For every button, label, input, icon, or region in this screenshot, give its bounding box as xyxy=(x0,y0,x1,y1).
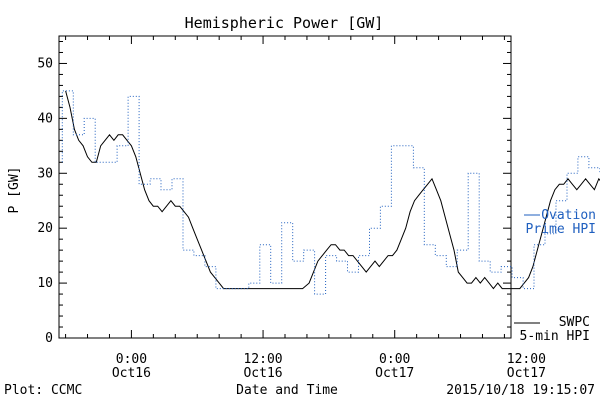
x-tick-day-label: Oct17 xyxy=(507,366,546,381)
series-ovation-line xyxy=(61,90,600,295)
y-tick-label: 30 xyxy=(37,166,53,181)
plot-credit: Plot: CCMC xyxy=(4,383,82,398)
y-tick-label: 0 xyxy=(45,331,53,346)
legend-swpc-label-1: SWPC xyxy=(559,315,590,330)
x-tick-time-label: 12:00 xyxy=(243,352,282,367)
x-tick-time-label: 0:00 xyxy=(116,352,147,367)
timestamp: 2015/10/18 19:15:07 xyxy=(446,383,595,398)
x-axis-label: Date and Time xyxy=(236,383,338,398)
legend-swpc-label-2: 5-min HPI xyxy=(520,329,590,344)
series-swpc-line xyxy=(65,90,600,290)
y-tick-label: 20 xyxy=(37,221,53,236)
y-tick-label: 10 xyxy=(37,276,53,291)
legend-ovation-label-1: Ovation xyxy=(541,208,596,223)
y-axis-label: P [GW] xyxy=(7,167,22,214)
y-tick-label: 50 xyxy=(37,56,53,71)
y-tick-label: 40 xyxy=(37,111,53,126)
legend-ovation-label-2: Prime HPI xyxy=(526,222,596,237)
x-axis: 0:00Oct1612:00Oct160:00Oct1712:00Oct170:… xyxy=(65,36,546,381)
x-tick-day-label: Oct16 xyxy=(112,366,151,381)
x-tick-time-label: 0:00 xyxy=(379,352,410,367)
series-layer xyxy=(61,90,600,295)
y-axis: 0 10 20 30 40 50 xyxy=(37,40,511,346)
chart-title: Hemispheric Power [GW] xyxy=(185,14,384,32)
plot-frame xyxy=(58,35,512,339)
legend: Ovation Prime HPI SWPC 5-min HPI xyxy=(514,208,596,344)
x-tick-time-label: 12:00 xyxy=(507,352,546,367)
x-tick-day-label: Oct16 xyxy=(243,366,282,381)
x-tick-day-label: Oct17 xyxy=(375,366,414,381)
